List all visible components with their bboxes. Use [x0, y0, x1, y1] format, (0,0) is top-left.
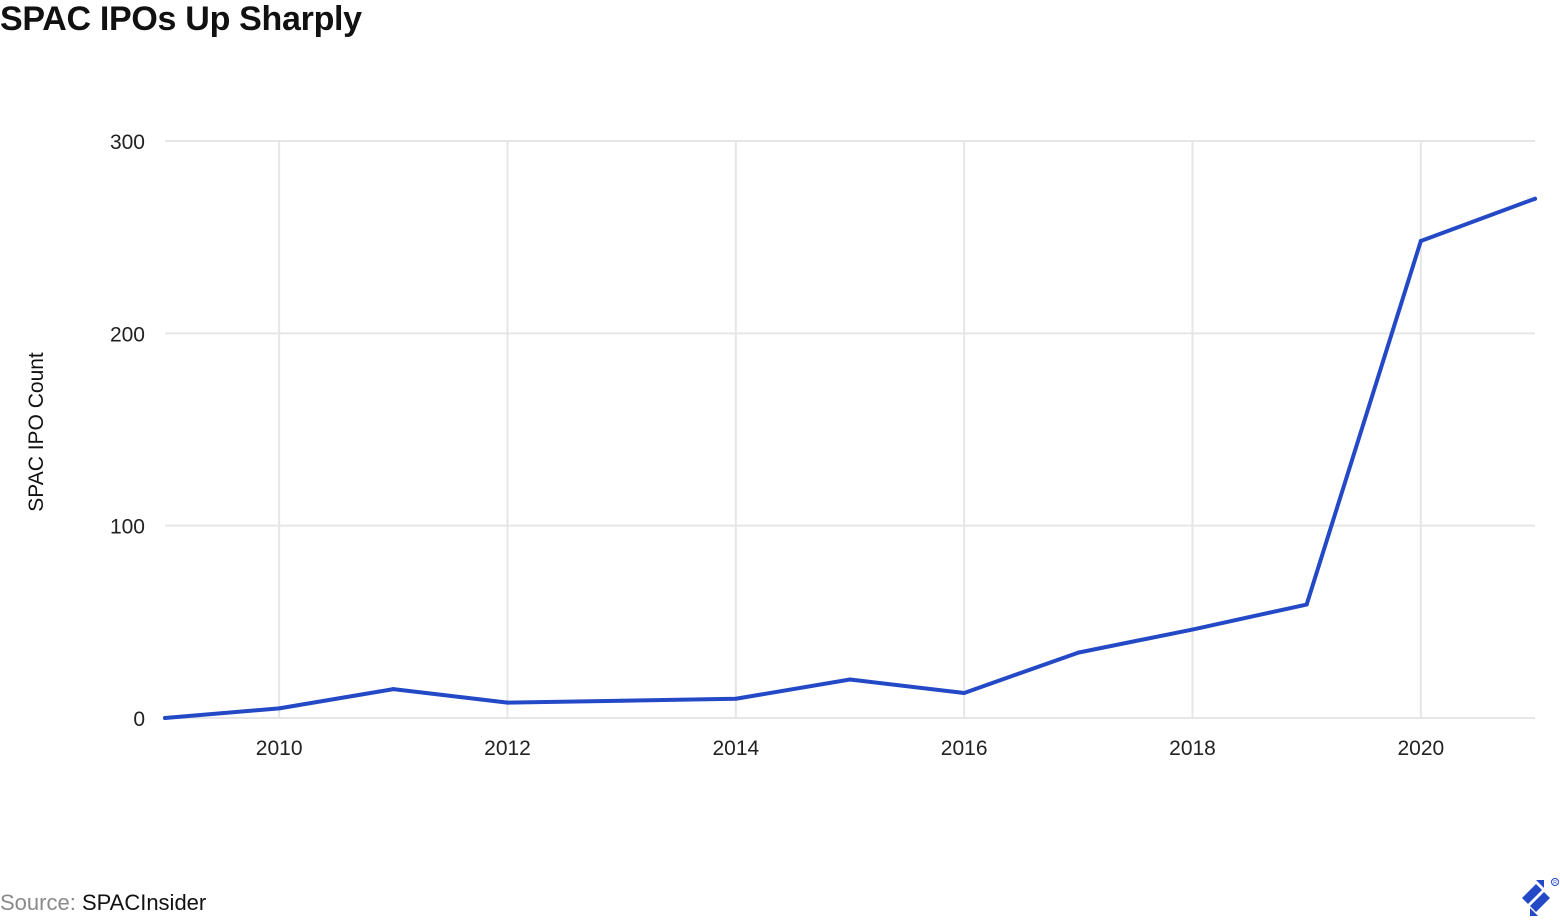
source-name: SPACInsider — [81, 890, 207, 915]
y-tick-label: 300 — [110, 131, 145, 154]
data-point — [848, 677, 852, 682]
data-point — [619, 698, 624, 703]
data-point — [277, 706, 282, 711]
data-point — [733, 696, 738, 701]
line-chart: 0 100 200 300 2010 2012 2014 2016 2018 2020 SPAC … — [25, 131, 1537, 760]
series-line — [163, 196, 1537, 720]
chart-title: SPAC IPOs Up Sharply — [0, 0, 362, 38]
x-tick-label: 2012 — [484, 737, 531, 760]
y-tick-label: 0 — [133, 708, 145, 731]
data-point — [1190, 627, 1195, 632]
data-point — [1533, 196, 1537, 201]
x-tick-label: 2014 — [712, 737, 759, 760]
source-prefix: Source: — [0, 890, 82, 915]
data-point — [391, 687, 396, 692]
tick-labels: 0 100 200 300 2010 2012 2014 2016 2018 2020 — [110, 131, 1444, 760]
data-point — [163, 716, 167, 720]
x-tick-label: 2018 — [1169, 737, 1216, 760]
data-point — [1076, 650, 1081, 655]
data-point — [1304, 602, 1309, 607]
svg-text:R: R — [1553, 880, 1557, 886]
y-tick-label: 200 — [110, 323, 145, 346]
source-line: Source: SPACInsider — [0, 890, 206, 916]
grid-lines — [165, 140, 1535, 719]
data-point — [962, 690, 967, 695]
x-tick-label: 2020 — [1397, 737, 1444, 760]
data-point — [505, 700, 510, 705]
data-point — [1418, 239, 1423, 244]
x-tick-label: 2010 — [256, 737, 303, 760]
y-tick-label: 100 — [110, 516, 145, 539]
y-axis-label: SPAC IPO Count — [25, 352, 48, 512]
series-layer — [163, 196, 1537, 720]
x-tick-label: 2016 — [941, 737, 988, 760]
toptal-logo-icon: R — [1522, 878, 1559, 916]
